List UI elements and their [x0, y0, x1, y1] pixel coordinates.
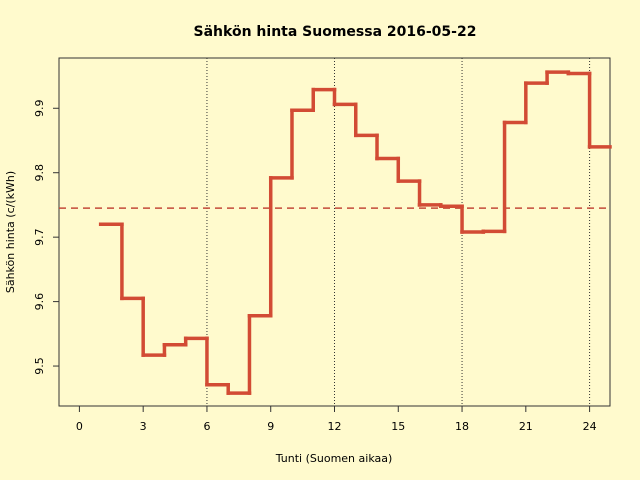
- x-tick-label: 21: [519, 420, 533, 433]
- chart-title: Sähkön hinta Suomessa 2016-05-22: [194, 24, 477, 40]
- x-tick-label: 6: [203, 420, 210, 433]
- y-tick-label: 9.6: [33, 293, 46, 311]
- x-tick-label: 0: [76, 420, 83, 433]
- x-tick-label: 18: [455, 420, 469, 433]
- x-tick-label: 3: [140, 420, 147, 433]
- x-tick-label: 15: [391, 420, 405, 433]
- y-tick-label: 9.8: [33, 164, 46, 182]
- y-axis-label: Sähkön hinta (c/(kWh): [4, 171, 17, 293]
- x-tick-label: 24: [583, 420, 597, 433]
- y-tick-label: 9.5: [33, 357, 46, 375]
- y-tick-label: 9.9: [33, 100, 46, 118]
- y-tick-label: 9.7: [33, 228, 46, 246]
- x-tick-label: 12: [328, 420, 342, 433]
- x-axis-label: Tunti (Suomen aikaa): [275, 452, 393, 465]
- x-tick-label: 9: [267, 420, 274, 433]
